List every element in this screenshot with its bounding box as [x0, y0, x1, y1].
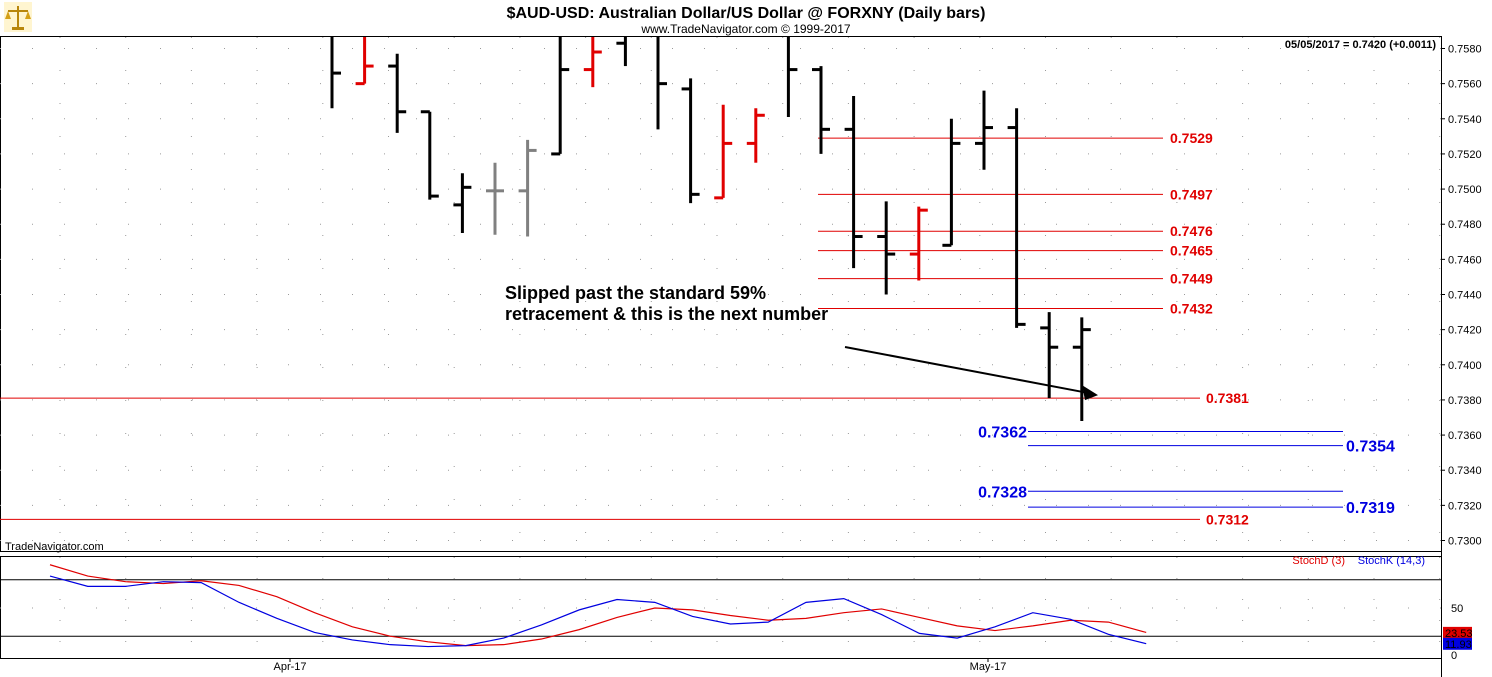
y-tick-label: 0.7380	[1448, 395, 1482, 407]
ohlc-bar	[656, 37, 667, 130]
fib-level-label: 0.7449	[1170, 271, 1213, 287]
stoch-last-value: 23.53	[1445, 628, 1473, 640]
stoch-y-label: 50	[1451, 603, 1463, 615]
ohlc-bar	[583, 37, 602, 88]
y-tick-label: 0.7540	[1448, 114, 1482, 126]
y-tick-label: 0.7580	[1448, 44, 1482, 56]
ohlc-bar	[681, 78, 700, 204]
stoch-lines	[49, 564, 1147, 648]
ohlc-bar	[388, 53, 407, 133]
ohlc-bar	[551, 37, 570, 156]
fib-level-label: 0.7476	[1170, 223, 1213, 239]
chart-title: $AUD-USD: Australian Dollar/US Dollar @ …	[507, 5, 986, 22]
y-tick-label: 0.7560	[1448, 79, 1482, 91]
stoch-grid	[0, 557, 1441, 658]
ohlc-bar	[616, 37, 627, 67]
support-level-label: 0.7312	[1206, 511, 1249, 527]
support-level-label: 0.7381	[1206, 390, 1249, 406]
target-level-label: 0.7328	[978, 484, 1027, 501]
ohlc-bar	[975, 90, 993, 170]
ohlc-bar	[714, 104, 733, 200]
stoch-last-value-box	[1443, 626, 1472, 639]
y-tick-label: 0.7360	[1448, 430, 1482, 442]
last-quote: 05/05/2017 = 0.7420 (+0.0011)	[1285, 39, 1436, 51]
arrow-head	[1082, 385, 1098, 401]
chart-subtitle: www.TradeNavigator.com © 1999-2017	[640, 22, 850, 36]
ohlc-bar	[746, 108, 765, 163]
fib-level-label: 0.7529	[1170, 130, 1213, 146]
y-tick-label: 0.7420	[1448, 325, 1482, 337]
x-tick-label: Apr-17	[273, 661, 306, 673]
ohlc-bar	[330, 37, 341, 109]
y-tick-label: 0.7400	[1448, 360, 1482, 372]
legend-stochd: StochD (3)	[1292, 555, 1345, 567]
ohlc-bar	[942, 118, 961, 247]
annotation-arrow	[844, 346, 1098, 401]
y-tick-label: 0.7320	[1448, 500, 1482, 512]
fib-levels: 0.7529 0.7497 0.7476 0.7465 0.7449 0.7432 0.73…	[0, 130, 1395, 527]
legend-stochk: StochK (14,3)	[1358, 555, 1425, 567]
ohlc-bar	[355, 37, 374, 86]
arrow-shaft	[844, 346, 1085, 394]
price-axis: 0.7580 0.7560 0.7540 0.7520 0.7500 0.7480 0.74…	[1441, 44, 1482, 548]
y-tick-label: 0.7440	[1448, 290, 1482, 302]
stoch-series-line	[49, 564, 1147, 647]
ohlc-bar	[844, 95, 863, 269]
ohlc-bar	[1040, 312, 1059, 399]
y-tick-label: 0.7500	[1448, 184, 1482, 196]
scales-icon	[4, 2, 32, 32]
ohlc-bar	[909, 206, 928, 281]
annotation-line-1: Slipped past the standard 59%	[505, 283, 766, 303]
ohlc-bar	[518, 139, 537, 237]
stoch-last-value-box	[1443, 637, 1472, 650]
stoch-y-label: 0	[1451, 650, 1457, 662]
y-tick-label: 0.7460	[1448, 254, 1482, 266]
stoch-panel-frame	[0, 556, 1442, 659]
price-bars	[330, 37, 1091, 422]
target-level-label: 0.7354	[1346, 439, 1395, 456]
ohlc-bar	[877, 201, 896, 295]
x-tick-label: May-17	[970, 661, 1007, 673]
ohlc-bar	[1007, 108, 1026, 328]
date-axis: Apr-17 May-17	[273, 658, 1006, 673]
ohlc-bar	[420, 110, 439, 200]
y-tick-label: 0.7340	[1448, 465, 1482, 477]
watermark: TradeNavigator.com	[5, 541, 104, 553]
ohlc-bar	[1072, 317, 1091, 422]
ohlc-bar	[453, 173, 472, 233]
stoch-series-line	[49, 575, 1147, 648]
fib-level-label: 0.7465	[1170, 243, 1213, 259]
fib-level-label: 0.7432	[1170, 301, 1213, 317]
y-tick-label: 0.7480	[1448, 219, 1482, 231]
annotation-line-2: retracement & this is the next number	[505, 304, 828, 324]
ohlc-bar	[786, 37, 798, 118]
ohlc-bar	[486, 162, 504, 235]
y-tick-label: 0.7520	[1448, 149, 1482, 161]
target-level-label: 0.7362	[978, 425, 1027, 442]
stoch-last-value: 11.93	[1445, 639, 1472, 651]
y-tick-label: 0.7300	[1448, 536, 1482, 548]
fib-level-label: 0.7497	[1170, 186, 1213, 202]
ohlc-bar	[812, 66, 830, 154]
target-level-label: 0.7319	[1346, 500, 1395, 517]
